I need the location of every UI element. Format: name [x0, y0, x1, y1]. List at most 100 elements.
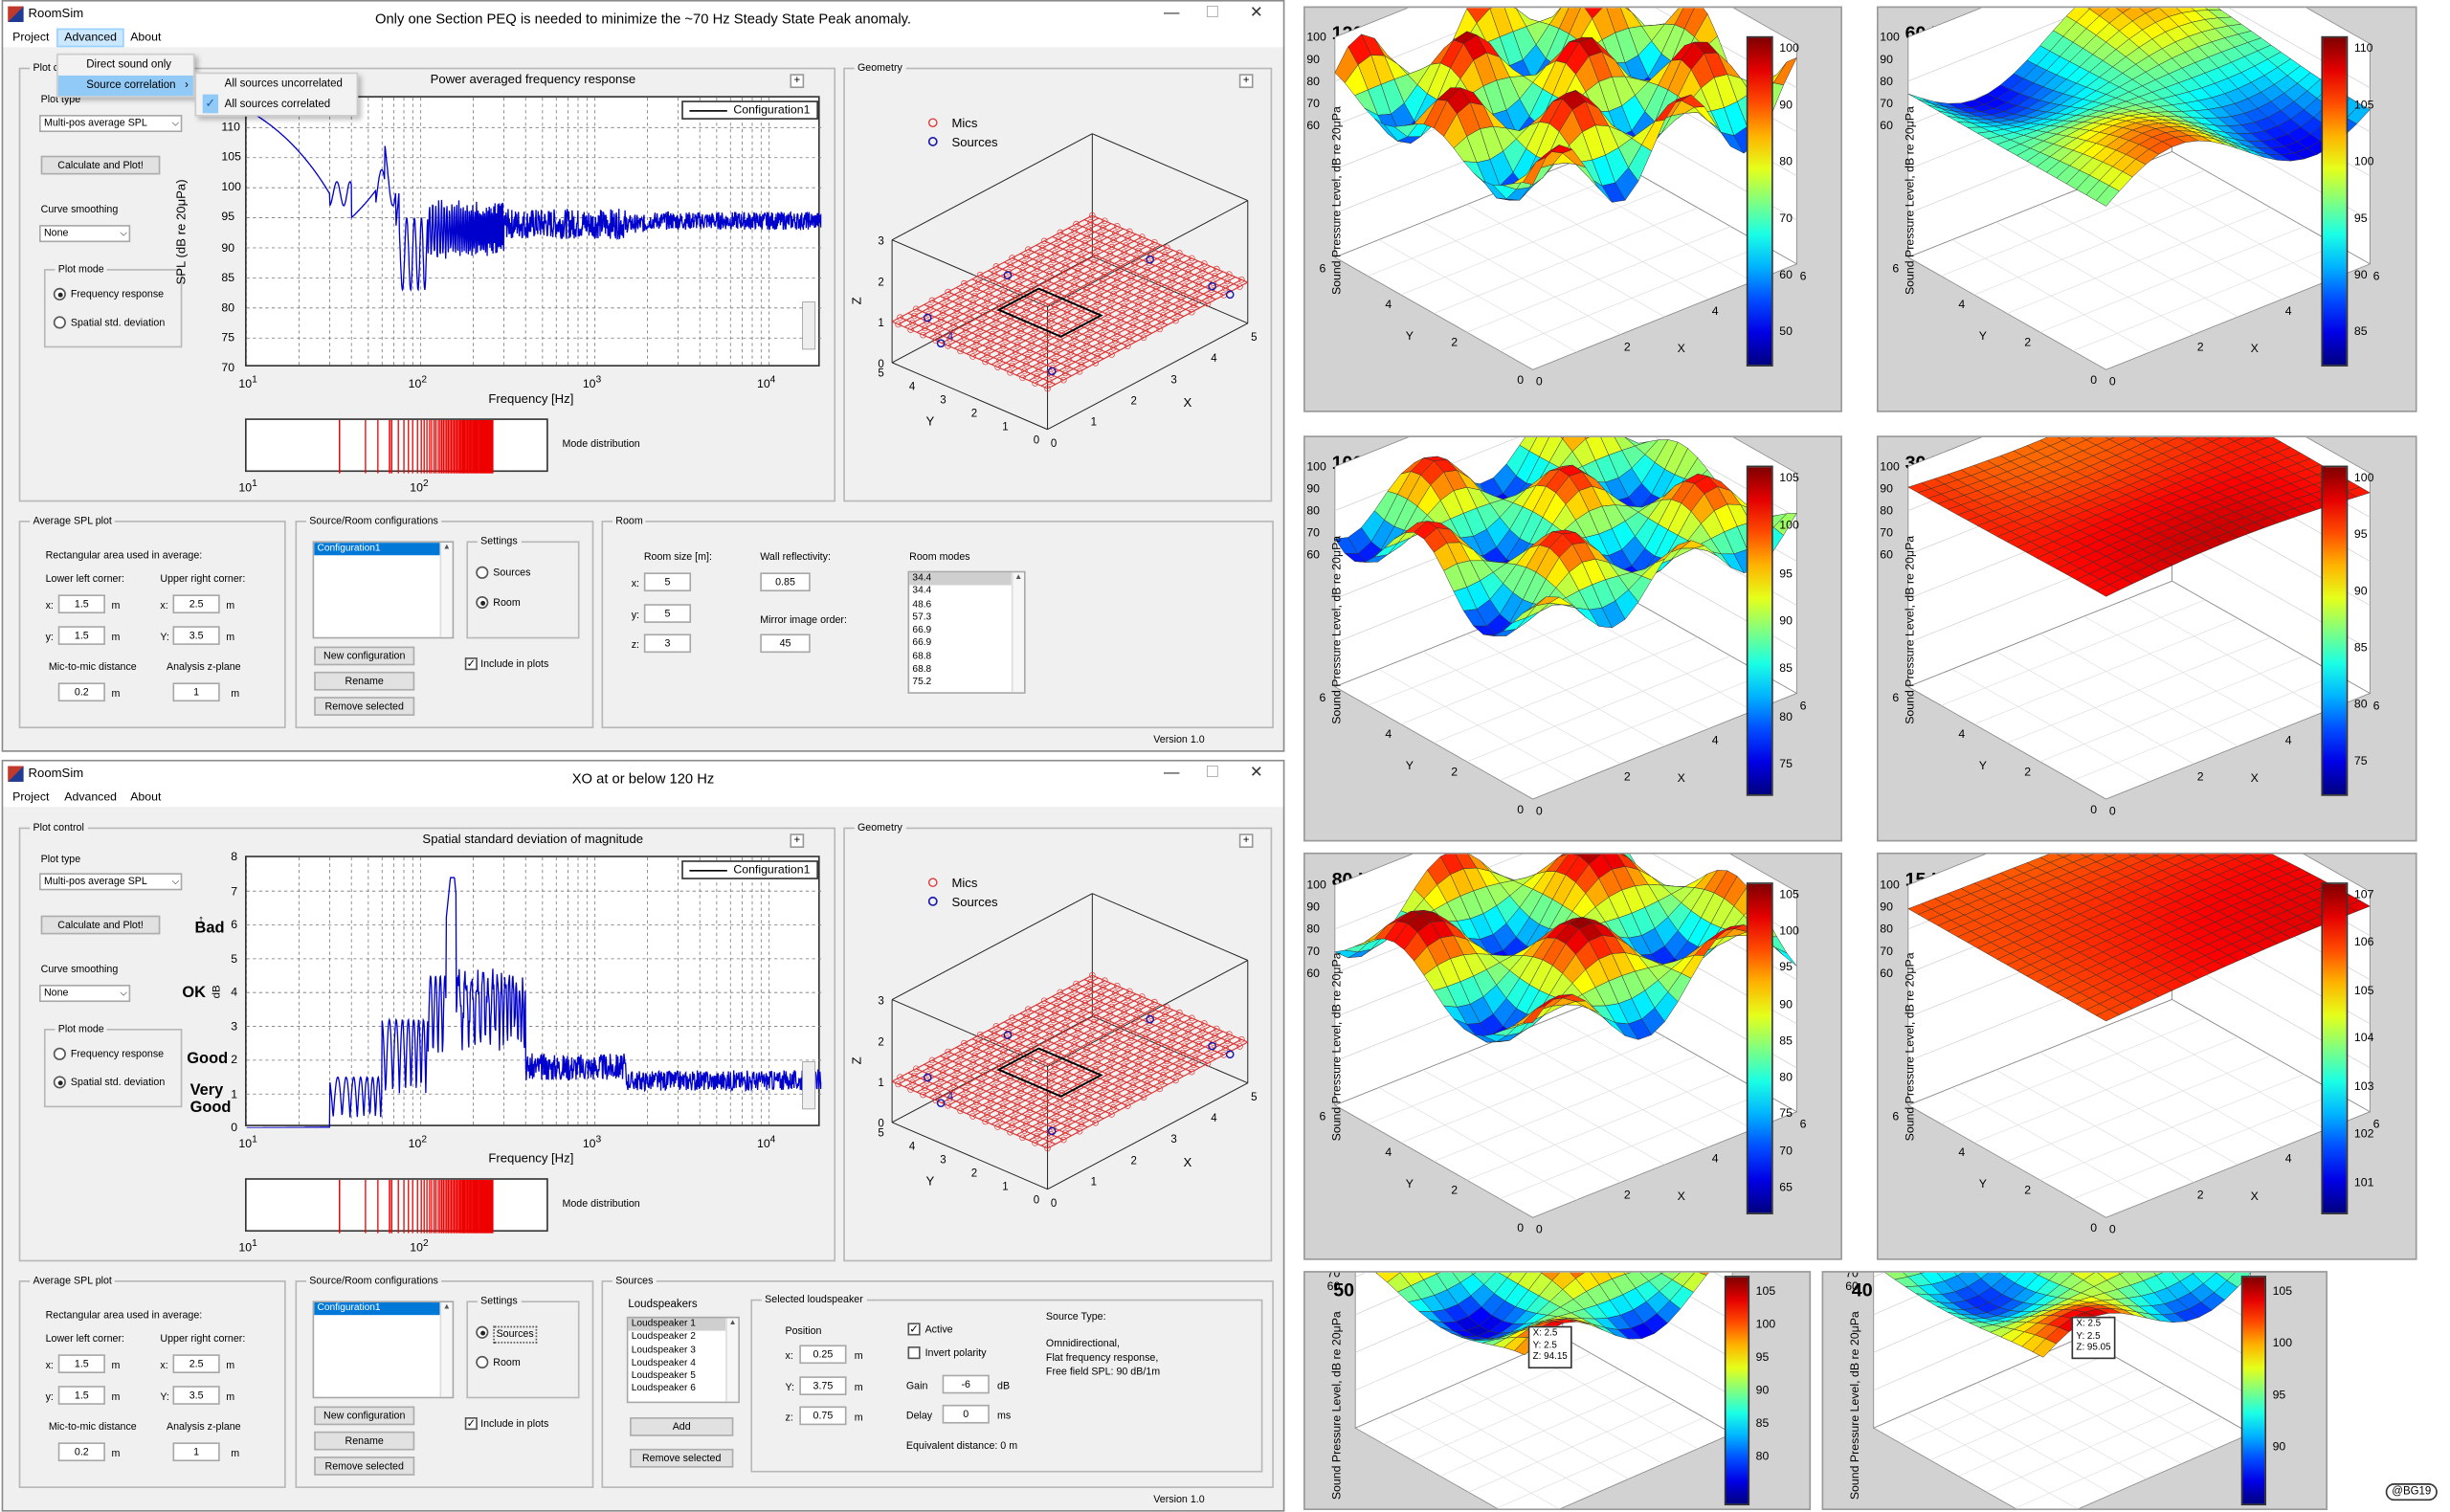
- menu-item-source-correlation[interactable]: Source correlation›: [58, 76, 193, 96]
- lower-left-x-input[interactable]: 1.5: [58, 1354, 105, 1373]
- radio-spatial-std[interactable]: [54, 1076, 66, 1088]
- list-item[interactable]: 48.6: [909, 599, 1012, 612]
- geometry-3d-plot[interactable]: 0123450123450123XYZMicsSources4: [851, 96, 1265, 474]
- mic-distance-input[interactable]: 0.2: [58, 682, 105, 701]
- remove-selected-button[interactable]: Remove selected: [314, 1456, 414, 1476]
- calculate-plot-button[interactable]: Calculate and Plot!: [41, 916, 161, 935]
- menu-item-uncorrelated[interactable]: All sources uncorrelated: [196, 74, 356, 94]
- scrollbar[interactable]: ▲: [439, 1302, 452, 1397]
- remove-loudspeaker-button[interactable]: Remove selected: [630, 1449, 733, 1468]
- radio-frequency-response[interactable]: [54, 288, 66, 300]
- list-item[interactable]: Loudspeaker 6: [628, 1384, 725, 1397]
- wall-reflectivity-input[interactable]: 0.85: [760, 572, 811, 591]
- menu-item-direct-sound[interactable]: Direct sound only: [58, 56, 193, 76]
- std-deviation-plot[interactable]: [245, 856, 820, 1126]
- mirror-order-input[interactable]: 45: [760, 634, 811, 653]
- curve-smoothing-select[interactable]: None⌵: [39, 985, 130, 1002]
- include-in-plots-checkbox[interactable]: ✓: [465, 657, 478, 670]
- list-item[interactable]: 75.2: [909, 677, 1012, 690]
- lower-left-y-input[interactable]: 1.5: [58, 1386, 105, 1405]
- menu-item-correlated[interactable]: ✓All sources correlated: [196, 95, 356, 115]
- list-item[interactable]: Loudspeaker 4: [628, 1357, 725, 1370]
- room-z-input[interactable]: 3: [644, 634, 691, 653]
- minimize-icon[interactable]: —: [1154, 3, 1189, 25]
- room-y-input[interactable]: 5: [644, 604, 691, 623]
- list-item[interactable]: 34.4: [909, 586, 1012, 599]
- gain-input[interactable]: -6: [943, 1375, 990, 1394]
- room-x-input[interactable]: 5: [644, 572, 691, 591]
- calculate-plot-button[interactable]: Calculate and Plot!: [41, 156, 161, 175]
- scrollbar[interactable]: ▲: [1012, 572, 1024, 692]
- list-item[interactable]: 68.8: [909, 664, 1012, 678]
- scrollbar[interactable]: ▲: [439, 543, 452, 637]
- radio-room[interactable]: [476, 596, 488, 609]
- list-item[interactable]: Configuration1: [314, 543, 439, 556]
- lower-left-x-input[interactable]: 1.5: [58, 594, 105, 613]
- list-item[interactable]: 68.8: [909, 651, 1012, 664]
- list-item[interactable]: 66.9: [909, 625, 1012, 638]
- add-loudspeaker-button[interactable]: Add: [630, 1417, 733, 1436]
- upper-right-x-input[interactable]: 2.5: [173, 594, 220, 613]
- list-item[interactable]: Loudspeaker 1: [628, 1318, 725, 1331]
- position-x-input[interactable]: 0.25: [799, 1345, 846, 1364]
- invert-polarity-checkbox[interactable]: [908, 1346, 921, 1359]
- menu-about[interactable]: About: [124, 789, 167, 808]
- delay-input[interactable]: 0: [943, 1405, 990, 1424]
- mic-distance-input[interactable]: 0.2: [58, 1442, 105, 1461]
- configurations-list[interactable]: Configuration1 ▲: [313, 541, 455, 638]
- geometry-3d-plot[interactable]: 0123450123450123XYZMicsSources4: [851, 856, 1265, 1234]
- position-z-input[interactable]: 0.75: [799, 1407, 846, 1426]
- minimize-icon[interactable]: —: [1154, 763, 1189, 785]
- new-configuration-button[interactable]: New configuration: [314, 1407, 414, 1426]
- close-icon[interactable]: ✕: [1239, 3, 1274, 25]
- list-item[interactable]: Loudspeaker 3: [628, 1345, 725, 1358]
- maximize-icon[interactable]: ☐: [1195, 3, 1230, 25]
- surface-figure-120hz[interactable]: 120 HzSound Pressure Distribution1009080…: [1303, 7, 1842, 412]
- upper-right-y-input[interactable]: 3.5: [173, 626, 220, 645]
- surface-figure-100hz[interactable]: 100 HzSound Pressure Distribution1009080…: [1303, 435, 1842, 841]
- list-item[interactable]: Loudspeaker 5: [628, 1370, 725, 1384]
- rename-button[interactable]: Rename: [314, 672, 414, 691]
- list-item[interactable]: 66.9: [909, 638, 1012, 652]
- scrollbar[interactable]: ▲: [725, 1318, 738, 1401]
- plot-type-select[interactable]: Multi-pos average SPL⌵: [39, 873, 182, 890]
- remove-selected-button[interactable]: Remove selected: [314, 697, 414, 716]
- position-y-input[interactable]: 3.75: [799, 1376, 846, 1395]
- plot-type-select[interactable]: Multi-pos average SPL⌵: [39, 115, 182, 132]
- list-item[interactable]: Loudspeaker 2: [628, 1331, 725, 1345]
- radio-sources[interactable]: [476, 567, 488, 579]
- upper-right-x-input[interactable]: 2.5: [173, 1354, 220, 1373]
- menu-about[interactable]: About: [124, 29, 167, 48]
- configurations-list[interactable]: Configuration1 ▲: [313, 1301, 455, 1398]
- list-item[interactable]: Configuration1: [314, 1302, 439, 1316]
- maximize-icon[interactable]: ☐: [1195, 763, 1230, 785]
- surface-figure-40hz[interactable]: 40 Hz10090807060Sound Pressure Level, dB…: [1822, 1271, 2328, 1510]
- curve-smoothing-select[interactable]: None⌵: [39, 225, 130, 242]
- surface-figure-80hz[interactable]: 80 HzSound Pressure Distribution10090807…: [1303, 853, 1842, 1260]
- zplane-input[interactable]: 1: [173, 682, 220, 701]
- surface-figure-30hz[interactable]: 30 HzSound Pressure Distribution10090807…: [1877, 435, 2417, 841]
- expand-plot-icon[interactable]: +: [790, 74, 804, 88]
- include-in-plots-checkbox[interactable]: ✓: [465, 1417, 478, 1430]
- zplane-input[interactable]: 1: [173, 1442, 220, 1461]
- active-checkbox[interactable]: ✓: [908, 1323, 921, 1335]
- close-icon[interactable]: ✕: [1239, 763, 1274, 785]
- radio-room[interactable]: [476, 1356, 488, 1368]
- menu-advanced[interactable]: Advanced: [56, 29, 124, 48]
- menu-project[interactable]: Project: [7, 789, 56, 808]
- new-configuration-button[interactable]: New configuration: [314, 647, 414, 666]
- radio-frequency-response[interactable]: [54, 1048, 66, 1060]
- frequency-response-plot[interactable]: [245, 96, 820, 367]
- surface-figure-15hz[interactable]: 15 HzSound Pressure Distribution10090807…: [1877, 853, 2417, 1260]
- rename-button[interactable]: Rename: [314, 1432, 414, 1451]
- radio-spatial-std[interactable]: [54, 316, 66, 328]
- radio-sources[interactable]: [476, 1326, 488, 1339]
- list-item[interactable]: 57.3: [909, 611, 1012, 625]
- expand-geometry-icon[interactable]: +: [1239, 834, 1254, 848]
- list-item[interactable]: 34.4: [909, 572, 1012, 586]
- lower-left-y-input[interactable]: 1.5: [58, 626, 105, 645]
